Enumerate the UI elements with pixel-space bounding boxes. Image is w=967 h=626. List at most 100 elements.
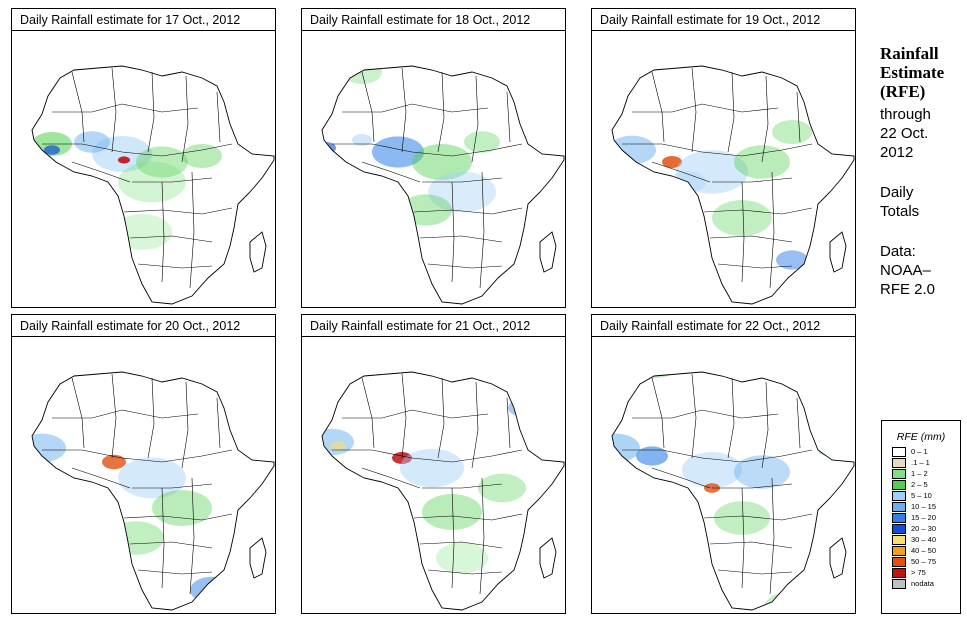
madagascar-outline [829, 537, 847, 579]
legend-label: 50 – 75 [911, 557, 937, 566]
country-border [419, 235, 503, 243]
legend-item: 1 – 2 [892, 468, 960, 479]
country-border [506, 91, 511, 143]
legend-item: 20 – 30 [892, 523, 960, 534]
rainfall-blob [772, 120, 812, 144]
country-border [189, 477, 195, 595]
country-border [332, 449, 523, 463]
country-border [71, 161, 131, 183]
legend-swatch [892, 501, 906, 512]
rainfall-blob [436, 542, 488, 574]
sidebar-daily-totals: Daily Totals [880, 184, 920, 220]
country-border [471, 75, 479, 163]
legend-item: .1 – 1 [892, 457, 960, 468]
panel-title: Daily Rainfall estimate for 19 Oct., 201… [592, 9, 855, 31]
panel-title: Daily Rainfall estimate for 17 Oct., 201… [12, 9, 275, 31]
madagascar-outline [539, 231, 557, 273]
country-border [741, 487, 745, 589]
rainfall-blob [54, 347, 90, 369]
legend-swatch [892, 545, 906, 556]
legend-swatch [892, 534, 906, 545]
country-border [52, 409, 199, 419]
country-border [129, 235, 213, 243]
legend-label: 15 – 20 [911, 513, 937, 522]
rainfall-blob [636, 446, 668, 466]
country-border [111, 373, 117, 459]
legend-label: 5 – 10 [911, 491, 932, 500]
country-border [451, 487, 455, 589]
country-border [71, 377, 85, 449]
rainfall-blob [464, 131, 500, 153]
country-border [42, 143, 233, 157]
rainfall-blob [372, 136, 424, 168]
rainfall-blob [818, 444, 838, 456]
country-border [332, 143, 523, 157]
legend-swatch [892, 457, 906, 468]
rainfall-blob [734, 455, 790, 489]
legend-swatch [892, 490, 906, 501]
rainfall-blob [478, 473, 526, 503]
country-border [632, 409, 779, 419]
country-border [123, 513, 233, 521]
rainfall-blob [44, 145, 60, 155]
country-border [796, 91, 801, 143]
rainfall-blob [322, 428, 354, 456]
rainfall-blob [776, 250, 808, 270]
country-border [71, 71, 85, 143]
country-border [769, 171, 775, 289]
country-border [189, 171, 195, 289]
country-border [342, 409, 489, 419]
rainfall-field [32, 66, 274, 304]
country-border [422, 483, 503, 489]
legend-swatch [892, 479, 906, 490]
continent-outline [31, 371, 275, 611]
legend-label: > 75 [911, 568, 926, 577]
country-border [651, 71, 665, 143]
country-border [727, 377, 735, 459]
legend-item: 2 – 5 [892, 479, 960, 490]
country-border [632, 103, 779, 113]
rainfall-blob [682, 452, 742, 488]
continent-outline [321, 65, 565, 305]
country-border [216, 397, 221, 449]
map-panel-oct22: Daily Rainfall estimate for 22 Oct., 201… [591, 314, 856, 614]
country-border [651, 161, 711, 183]
country-border [717, 569, 793, 575]
country-border [691, 67, 697, 153]
rainfall-blob [226, 286, 274, 304]
rainfall-blob [612, 135, 656, 165]
rainfall-blob [412, 144, 472, 180]
continent-outline [31, 65, 275, 305]
country-border [422, 177, 503, 183]
rainfall-blob [108, 521, 164, 555]
sidebar-data-source: Data: NOAA– RFE 2.0 [880, 243, 936, 298]
rainfall-blob [714, 501, 770, 535]
country-border [137, 569, 213, 575]
panel-title: Daily Rainfall estimate for 20 Oct., 201… [12, 315, 275, 337]
legend-swatch [892, 567, 906, 578]
legend-item: 5 – 10 [892, 490, 960, 501]
rainfall-blob [712, 200, 772, 236]
rainfall-blob [400, 194, 452, 226]
country-border [161, 487, 165, 589]
rainfall-blob [74, 131, 110, 153]
madagascar-outline [829, 231, 847, 273]
panel-title: Daily Rainfall estimate for 21 Oct., 201… [302, 315, 565, 337]
country-border [622, 143, 813, 157]
rainfall-blob [518, 285, 564, 304]
rainfall-field [322, 399, 562, 574]
map-panel-oct17: Daily Rainfall estimate for 17 Oct., 201… [11, 8, 276, 308]
country-border [651, 467, 711, 489]
legend-swatch [892, 512, 906, 523]
country-border [361, 161, 421, 183]
rainfall-blob [330, 441, 346, 451]
country-border [401, 373, 407, 459]
rainfall-blob [152, 490, 212, 526]
country-border [691, 373, 697, 459]
country-border [401, 67, 407, 153]
legend-label: 30 – 40 [911, 535, 937, 544]
rainfall-field [32, 347, 274, 604]
legend-title: RFE (mm) [896, 431, 946, 443]
madagascar-outline [249, 537, 267, 579]
legend-swatch [892, 523, 906, 534]
